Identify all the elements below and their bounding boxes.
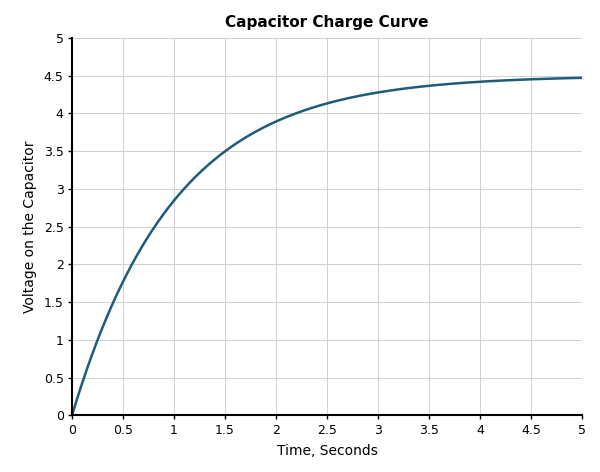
Title: Capacitor Charge Curve: Capacitor Charge Curve xyxy=(225,15,429,30)
Y-axis label: Voltage on the Capacitor: Voltage on the Capacitor xyxy=(23,140,37,313)
X-axis label: Time, Seconds: Time, Seconds xyxy=(277,444,377,458)
